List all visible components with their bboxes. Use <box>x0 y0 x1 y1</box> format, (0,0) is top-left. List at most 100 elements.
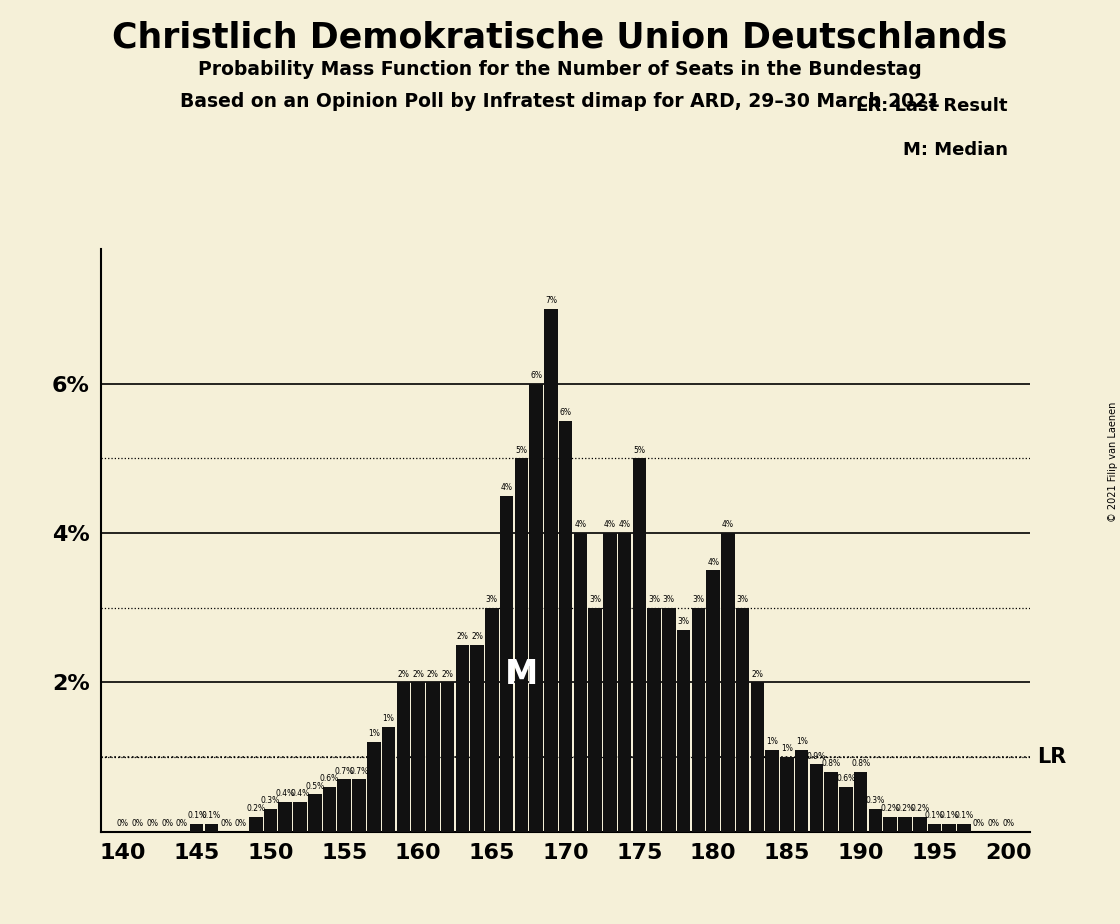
Text: 6%: 6% <box>560 408 571 418</box>
Bar <box>765 749 780 832</box>
Text: 2%: 2% <box>472 632 483 641</box>
Bar <box>514 458 529 832</box>
Text: 0.9%: 0.9% <box>806 752 827 760</box>
Bar <box>559 421 572 832</box>
Text: 0.8%: 0.8% <box>822 760 841 768</box>
Bar <box>927 824 941 832</box>
Text: 0.4%: 0.4% <box>276 789 295 798</box>
Bar <box>500 496 513 832</box>
Text: 0%: 0% <box>132 819 143 828</box>
Bar <box>618 533 632 832</box>
Bar <box>367 742 381 832</box>
Bar <box>249 817 262 832</box>
Text: 5%: 5% <box>634 445 645 455</box>
Text: 0.1%: 0.1% <box>187 811 206 821</box>
Bar <box>707 570 720 832</box>
Text: 2%: 2% <box>398 670 409 678</box>
Bar <box>633 458 646 832</box>
Text: 1%: 1% <box>795 736 808 746</box>
Text: 3%: 3% <box>737 595 748 604</box>
Text: 0%: 0% <box>161 819 174 828</box>
Bar <box>750 682 764 832</box>
Text: 0%: 0% <box>973 819 984 828</box>
Text: 0.7%: 0.7% <box>335 767 354 775</box>
Bar <box>781 757 794 832</box>
Bar <box>441 682 455 832</box>
Text: 4%: 4% <box>501 483 513 492</box>
Bar <box>411 682 424 832</box>
Text: 7%: 7% <box>544 297 557 306</box>
Text: 1%: 1% <box>766 736 778 746</box>
Text: 3%: 3% <box>648 595 660 604</box>
Text: 5%: 5% <box>515 445 528 455</box>
Text: 0.8%: 0.8% <box>851 760 870 768</box>
Text: 0.2%: 0.2% <box>246 804 265 813</box>
Bar <box>721 533 735 832</box>
Text: 0%: 0% <box>116 819 129 828</box>
Bar <box>839 787 852 832</box>
Bar <box>190 824 204 832</box>
Text: 0.1%: 0.1% <box>940 811 959 821</box>
Bar <box>824 772 838 832</box>
Text: 2%: 2% <box>441 670 454 678</box>
Bar <box>279 802 292 832</box>
Bar <box>884 817 897 832</box>
Bar <box>942 824 956 832</box>
Text: 4%: 4% <box>722 520 734 529</box>
Text: 0.5%: 0.5% <box>305 782 325 791</box>
Bar <box>530 383 543 832</box>
Bar <box>676 630 690 832</box>
Bar <box>352 779 366 832</box>
Bar <box>869 809 883 832</box>
Text: 4%: 4% <box>618 520 631 529</box>
Text: 0.2%: 0.2% <box>895 804 915 813</box>
Text: 0.1%: 0.1% <box>925 811 944 821</box>
Text: 0%: 0% <box>147 819 158 828</box>
Bar <box>323 787 336 832</box>
Bar <box>588 608 601 832</box>
Bar <box>795 749 809 832</box>
Bar <box>603 533 617 832</box>
Bar <box>736 608 749 832</box>
Bar <box>692 608 706 832</box>
Text: 0%: 0% <box>221 819 232 828</box>
Text: 0%: 0% <box>1002 819 1015 828</box>
Bar <box>810 764 823 832</box>
Bar <box>485 608 498 832</box>
Text: 0.4%: 0.4% <box>290 789 309 798</box>
Text: 0.3%: 0.3% <box>866 796 885 806</box>
Bar <box>293 802 307 832</box>
Text: Probability Mass Function for the Number of Seats in the Bundestag: Probability Mass Function for the Number… <box>198 60 922 79</box>
Bar <box>544 310 558 832</box>
Text: 1%: 1% <box>367 729 380 738</box>
Text: 4%: 4% <box>575 520 587 529</box>
Bar <box>573 533 587 832</box>
Bar <box>308 795 321 832</box>
Text: 2%: 2% <box>456 632 468 641</box>
Text: © 2021 Filip van Laenen: © 2021 Filip van Laenen <box>1108 402 1118 522</box>
Text: 0%: 0% <box>988 819 999 828</box>
Bar <box>263 809 278 832</box>
Text: M: Median: M: Median <box>903 141 1008 159</box>
Bar <box>426 682 439 832</box>
Text: 3%: 3% <box>486 595 497 604</box>
Bar <box>470 645 484 832</box>
Text: 3%: 3% <box>663 595 675 604</box>
Text: 0.3%: 0.3% <box>261 796 280 806</box>
Bar <box>647 608 661 832</box>
Bar <box>898 817 912 832</box>
Bar <box>205 824 218 832</box>
Text: 6%: 6% <box>530 371 542 380</box>
Text: M: M <box>505 659 538 691</box>
Text: LR: LR <box>1037 747 1066 767</box>
Text: 0.2%: 0.2% <box>880 804 899 813</box>
Bar <box>396 682 410 832</box>
Text: 0.2%: 0.2% <box>911 804 930 813</box>
Text: LR: Last Result: LR: Last Result <box>857 97 1008 115</box>
Text: 0%: 0% <box>235 819 248 828</box>
Text: 4%: 4% <box>707 558 719 566</box>
Bar <box>456 645 469 832</box>
Text: 1%: 1% <box>781 744 793 753</box>
Bar <box>662 608 675 832</box>
Bar <box>958 824 971 832</box>
